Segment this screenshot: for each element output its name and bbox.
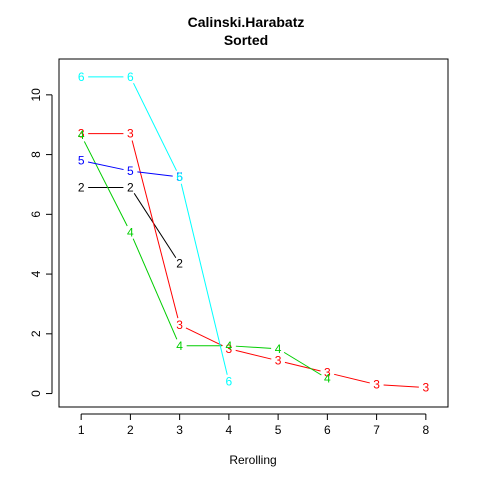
x-tick-label: 8 — [422, 423, 429, 437]
series-3-point: 3 — [275, 354, 282, 368]
series-3-segment — [235, 349, 272, 360]
series-4-segment — [235, 345, 272, 349]
series-3-segment — [131, 140, 179, 319]
y-tick-label: 10 — [29, 88, 43, 102]
series-2-segment — [133, 193, 177, 259]
series-4-point: 4 — [324, 372, 331, 386]
x-tick-label: 4 — [226, 423, 233, 437]
series-5-point: 5 — [78, 154, 85, 168]
series-5-point: 5 — [127, 164, 134, 178]
series-3-point: 3 — [373, 378, 380, 392]
series-3-segment — [284, 361, 321, 372]
series-5: 5 5 5 — [78, 154, 183, 184]
x-tick-label: 5 — [275, 423, 282, 437]
series-3: 3 3 3 3 3 3 3 3 — [78, 127, 430, 395]
chart-subtitle: Sorted — [224, 32, 268, 48]
y-tick-label: 4 — [29, 270, 43, 277]
series-5-point: 5 — [176, 170, 183, 184]
series-6-segment — [133, 82, 177, 171]
x-axis: 1 2 3 4 5 6 7 8 — [78, 413, 429, 437]
series-2-point: 2 — [176, 257, 183, 271]
y-tick-label: 8 — [29, 151, 43, 158]
series-6: 6 6 6 6 — [78, 70, 233, 389]
series-4-point: 4 — [78, 128, 85, 142]
series-6-point: 6 — [78, 70, 85, 84]
x-tick-label: 3 — [176, 423, 183, 437]
series-2: 2 2 2 — [78, 180, 183, 270]
x-tick-label: 1 — [78, 423, 85, 437]
series-6-point: 6 — [176, 170, 183, 184]
series-4-segment — [132, 238, 178, 340]
x-axis-label: Rerolling — [229, 453, 276, 467]
series-4-point: 4 — [226, 339, 233, 353]
x-tick-label: 2 — [127, 423, 134, 437]
series-3-point: 3 — [422, 381, 429, 395]
series-5-segment — [87, 161, 124, 171]
series-4-segment — [83, 141, 128, 227]
plot-area-border — [58, 58, 449, 408]
series-4-point: 4 — [176, 339, 183, 353]
series-3-point: 3 — [78, 127, 85, 141]
chart-title: Calinski.Harabatz — [188, 14, 305, 30]
y-tick-label: 0 — [29, 390, 43, 397]
series-2-point: 2 — [127, 180, 134, 194]
series-5-segment — [137, 171, 173, 177]
series-3-segment — [185, 327, 223, 347]
x-tick-label: 6 — [324, 423, 331, 437]
series-4-point: 4 — [127, 225, 134, 239]
series-3-segment — [383, 384, 419, 388]
series-3-point: 3 — [226, 342, 233, 356]
series-6-segment — [180, 183, 228, 375]
series-4-point: 4 — [275, 342, 282, 356]
series-3-point: 3 — [127, 127, 134, 141]
y-tick-label: 6 — [29, 211, 43, 218]
series-6-point: 6 — [226, 375, 233, 389]
series-4: 4 4 4 4 4 4 — [78, 128, 331, 385]
y-axis: 0 2 4 6 8 10 — [29, 88, 53, 397]
series-2-point: 2 — [78, 180, 85, 194]
series-3-point: 3 — [324, 366, 331, 380]
series-6-point: 6 — [127, 70, 134, 84]
series-3-point: 3 — [176, 318, 183, 332]
y-tick-label: 2 — [29, 330, 43, 337]
series-4-segment — [283, 351, 322, 376]
series-3-segment — [334, 373, 370, 384]
x-tick-label: 7 — [373, 423, 380, 437]
